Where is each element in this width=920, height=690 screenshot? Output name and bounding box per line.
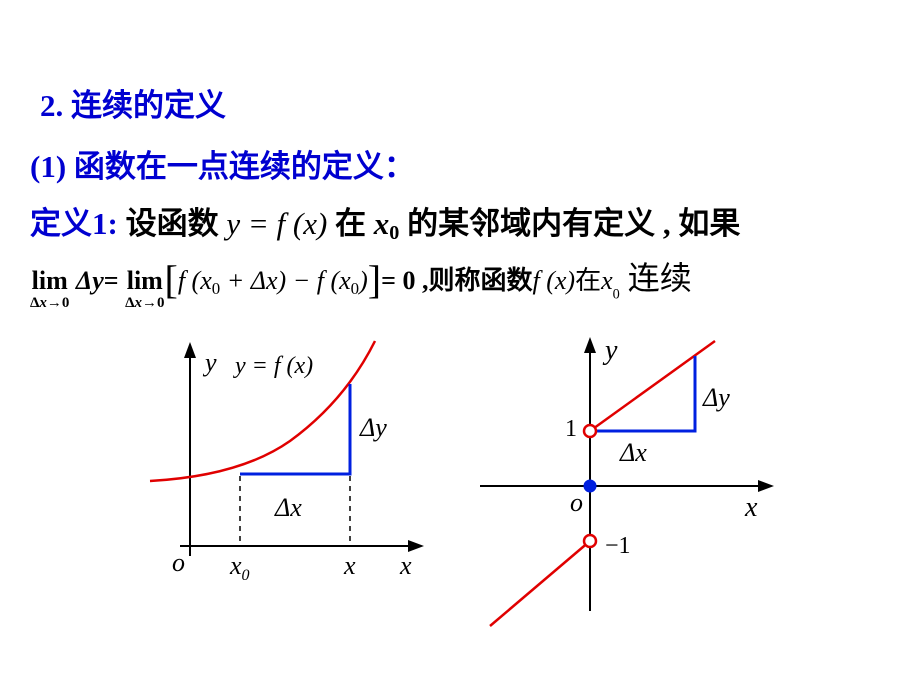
def-label: 定义1:	[30, 206, 118, 241]
bracket-open: [	[164, 257, 177, 302]
fig1-x0: x0	[229, 551, 250, 584]
limit-2: lim Δx→0	[125, 268, 164, 311]
fig2-x-axis: x	[744, 492, 758, 523]
bracket-close: ]	[368, 257, 381, 302]
subsection-title: (1) 函数在一点连续的定义：	[30, 141, 890, 186]
lim1-bot: Δx→0	[30, 296, 69, 311]
expr-sub1: 0	[212, 279, 220, 298]
lim2-top: lim	[125, 268, 164, 294]
definition-line-1: 定义1: 设函数 y = f (x) 在 x0 的某邻域内有定义 , 如果	[30, 198, 890, 245]
fig2-origin: o	[570, 488, 583, 517]
expr-dx-x: x	[266, 266, 278, 295]
expr-sub2: 0	[351, 279, 359, 298]
fig1-dy: Δy	[359, 413, 387, 442]
limit-1: lim Δx→0	[30, 268, 69, 311]
figure-continuous: y y = f (x) Δy Δx o x0 x x	[130, 331, 430, 591]
x0-again-var: x	[601, 266, 613, 295]
fig2-dx: Δx	[619, 438, 647, 467]
fig2-dy: Δy	[702, 383, 730, 412]
fig2-one: 1	[565, 416, 577, 442]
fig1-x-tick: x	[343, 551, 356, 580]
eq-zero: = 0 ,	[381, 266, 428, 295]
figure-discontinuous: y 1 −1 Δy Δx o x	[470, 331, 790, 631]
fig1-origin: o	[172, 548, 185, 577]
cont-text: 连续	[620, 260, 692, 296]
fig1-curve-label: y = f (x)	[233, 353, 313, 379]
x0-again-sub: 0	[613, 287, 620, 303]
fig2-neg-one: −1	[605, 533, 631, 559]
section-title: 2. 连续的定义	[40, 80, 890, 125]
def-text-1: 设函数	[126, 206, 227, 241]
expr-f1: f (x	[178, 266, 212, 295]
expr-close2: )	[359, 266, 368, 295]
lim1-top: lim	[30, 268, 69, 294]
at-text: 在	[575, 266, 601, 295]
expr-close1: ) − f (x	[278, 266, 351, 295]
lim2-bot: Δx→0	[125, 296, 164, 311]
def-eq: y = f (x)	[226, 206, 327, 241]
delta-y-1: Δy	[76, 266, 104, 295]
expr-plus: + Δ	[220, 266, 266, 295]
fig1-dx: Δx	[274, 493, 302, 522]
def-x0-var: x	[374, 206, 390, 241]
def-x0-sub: 0	[389, 222, 399, 244]
fig1-x-axis: x	[399, 551, 412, 580]
eq-1: =	[104, 266, 119, 295]
fig2-y-axis: y	[602, 335, 618, 366]
then-text: 则称函数	[428, 266, 532, 295]
definition-line-2: lim Δx→0 Δy= lim Δx→0 [f (x0 + Δx) − f (…	[30, 253, 890, 311]
def-text-3: 的某邻域内有定义 , 如果	[399, 206, 740, 241]
def-text-2: 在	[327, 206, 374, 241]
fig1-y-axis: y	[202, 348, 217, 377]
fx-label: f (x)	[532, 266, 575, 295]
